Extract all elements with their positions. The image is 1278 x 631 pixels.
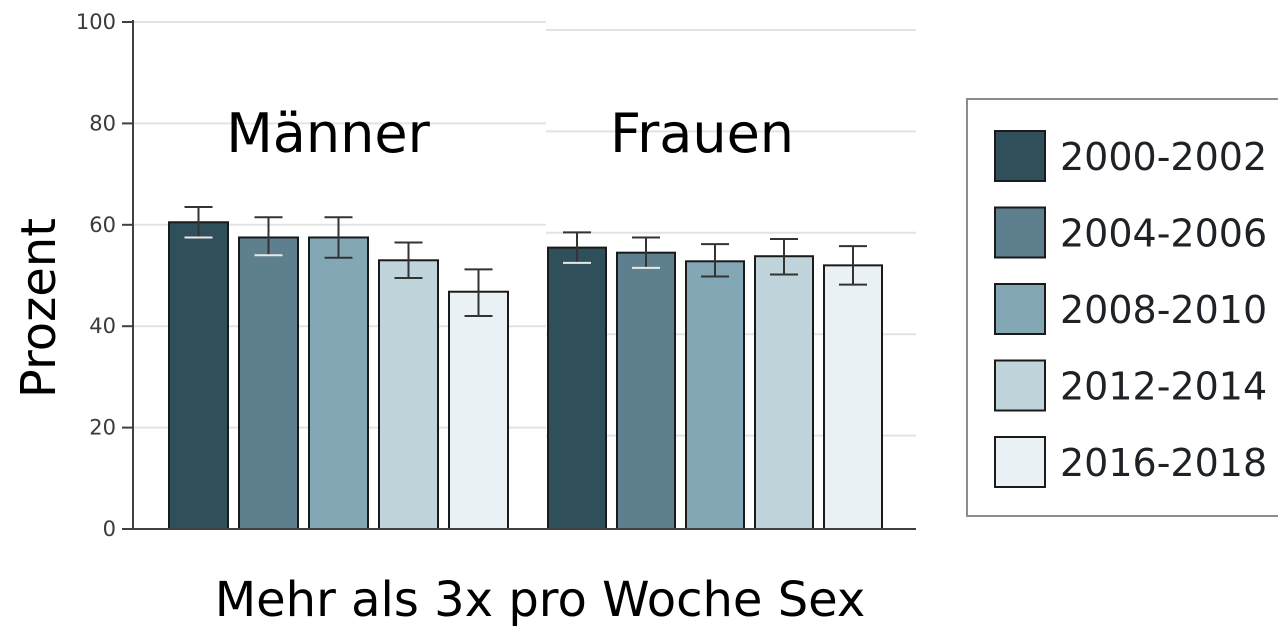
error-bar-2008-2010-Männer [324,216,353,259]
error-bar-2012-2014-Männer [394,241,423,280]
error-bar-2008-2010-Frauen [701,243,729,278]
error-bar-2012-2014-Frauen [770,237,798,276]
error-bar-2000-2002-Frauen [563,231,591,264]
legend-swatch-2008-2010 [994,283,1046,335]
y-tick-labels: 0 20 40 60 80 100 [76,10,133,541]
bar-2004-2006-Frauen [616,251,676,530]
y-axis-title: Prozent [11,218,67,398]
legend-label-2016-2018: 2016-2018 [1060,441,1267,485]
legend-swatch-2012-2014 [994,359,1046,412]
bar-2000-2002-Frauen [547,246,607,531]
legend-label-2012-2014: 2012-2014 [1060,365,1267,409]
error-bar-2016-2018-Frauen [839,245,867,286]
y-tick-label: 0 [103,517,116,541]
y-tick-label: 80 [89,111,116,135]
bar-2012-2014-Frauen [754,255,814,530]
bar-2004-2006-Männer [238,236,299,530]
bars [168,206,883,531]
bar-2008-2010-Frauen [685,260,745,530]
legend: 2000-2002 2004-2006 2008-2010 2012-2014 2016… [966,98,1278,517]
bar-2012-2014-Männer [378,259,439,530]
error-bar-2004-2006-Männer [254,216,283,257]
legend-swatch-2016-2018 [994,436,1046,488]
y-tick-label: 100 [76,10,116,34]
legend-label-2000-2002: 2000-2002 [1060,135,1267,179]
group-label-maenner: Männer [226,102,430,165]
y-tick-label: 40 [89,314,116,338]
y-axis [132,20,916,530]
legend-swatch-2000-2002 [994,130,1046,182]
legend-label-2004-2006: 2004-2006 [1060,212,1267,256]
legend-label-2008-2010: 2008-2010 [1060,288,1267,332]
legend-swatch-2004-2006 [994,206,1046,259]
bar-2008-2010-Männer [308,236,369,530]
bar-2000-2002-Männer [168,221,229,530]
bar-2016-2018-Frauen [823,264,883,530]
error-bar-2000-2002-Männer [184,206,213,239]
group-label-frauen: Frauen [610,102,794,165]
error-bar-2016-2018-Männer [464,268,493,318]
x-axis-title: Mehr als 3x pro Woche Sex [215,572,866,626]
y-tick-label: 60 [89,213,116,237]
y-tick-label: 20 [89,416,116,440]
error-bar-2004-2006-Frauen [632,236,660,269]
bar-2016-2018-Männer [448,290,509,530]
